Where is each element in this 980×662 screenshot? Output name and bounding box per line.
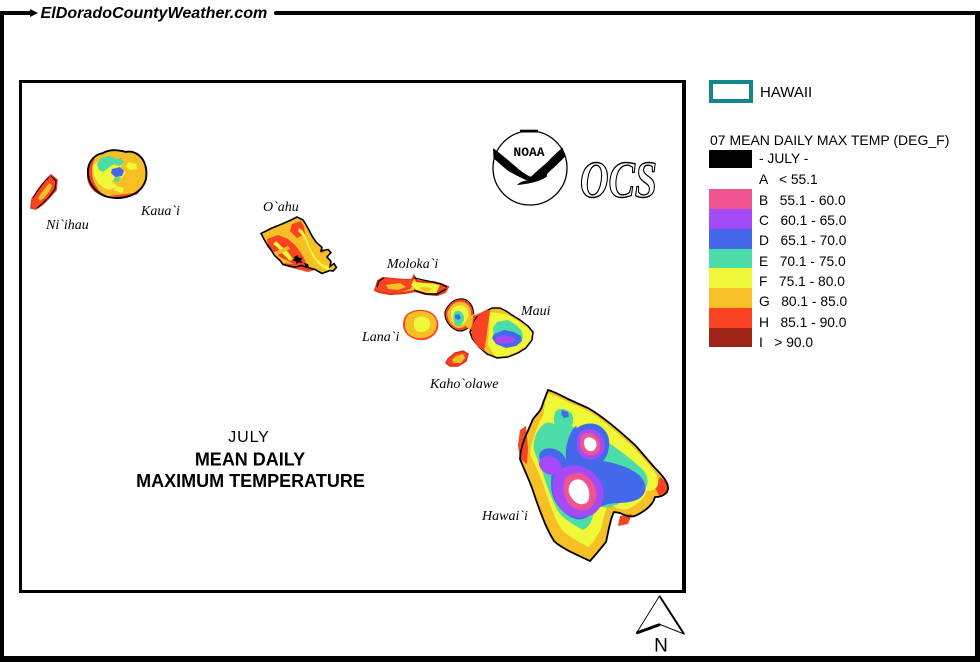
svg-text:Kaua`i: Kaua`i [140,204,180,219]
svg-text:Moloka`i: Moloka`i [386,257,438,272]
svg-text:Kaho`olawe: Kaho`olawe [429,377,498,392]
svg-text:Hawai`i: Hawai`i [481,509,528,524]
svg-text:NOAA: NOAA [513,145,544,160]
svg-text:Lana`i: Lana`i [361,330,399,345]
svg-text:OCS: OCS [580,151,657,208]
svg-text:JULY: JULY [228,429,270,446]
svg-text:O`ahu: O`ahu [263,200,299,215]
svg-text:N: N [654,636,668,657]
svg-text:Ni`ihau: Ni`ihau [45,218,89,233]
svg-text:Maui: Maui [520,304,551,319]
svg-text:MAXIMUM TEMPERATURE: MAXIMUM TEMPERATURE [136,471,365,491]
svg-text:MEAN DAILY: MEAN DAILY [195,450,305,470]
